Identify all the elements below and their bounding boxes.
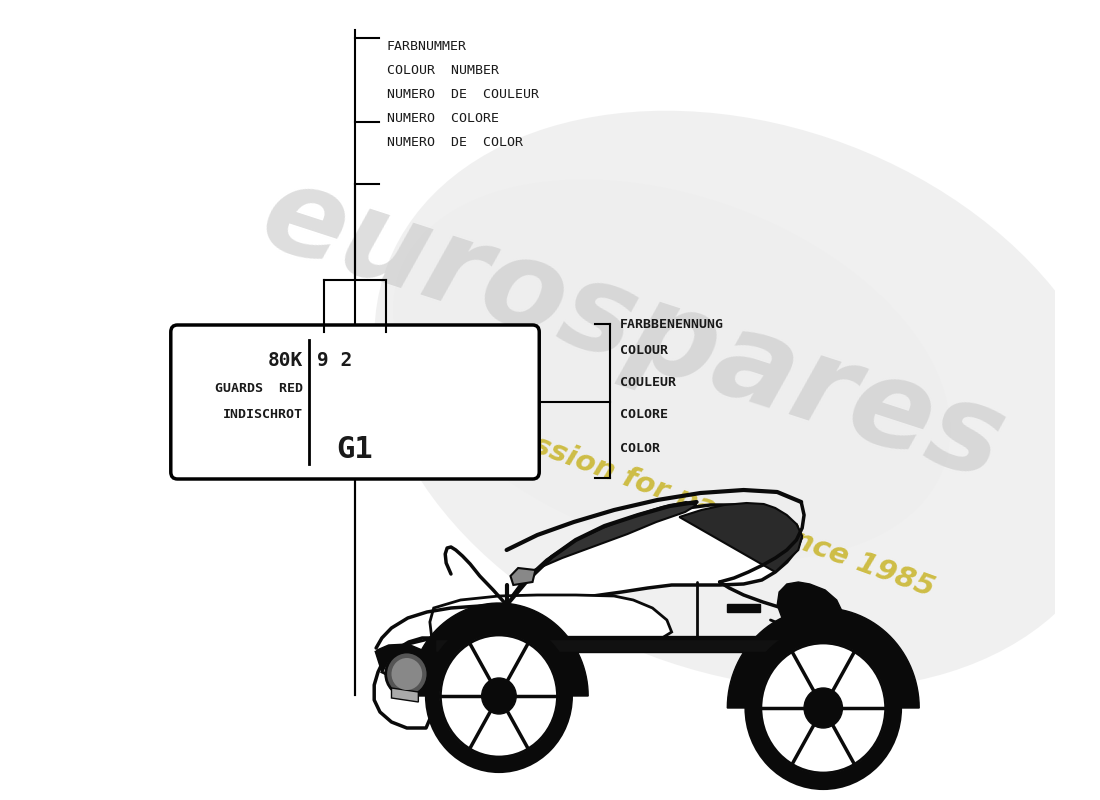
Polygon shape xyxy=(382,660,410,684)
Polygon shape xyxy=(376,644,441,696)
Text: NUMERO  DE  COLOR: NUMERO DE COLOR xyxy=(387,135,522,149)
Polygon shape xyxy=(823,638,898,728)
Text: COLOUR  NUMBER: COLOUR NUMBER xyxy=(387,63,498,77)
Polygon shape xyxy=(409,603,588,696)
Text: G1: G1 xyxy=(337,435,373,465)
Circle shape xyxy=(440,635,558,757)
Text: FARBNUMMER: FARBNUMMER xyxy=(387,39,466,53)
Text: 80K: 80K xyxy=(268,350,304,370)
Polygon shape xyxy=(507,502,696,605)
Polygon shape xyxy=(433,590,827,696)
Text: 9 2: 9 2 xyxy=(317,350,352,370)
Text: NUMERO  COLORE: NUMERO COLORE xyxy=(387,111,498,125)
Circle shape xyxy=(804,688,843,728)
Circle shape xyxy=(482,678,516,714)
Polygon shape xyxy=(680,503,802,572)
Ellipse shape xyxy=(374,110,1100,690)
Polygon shape xyxy=(727,604,760,612)
FancyBboxPatch shape xyxy=(170,325,539,479)
Ellipse shape xyxy=(393,179,950,561)
Circle shape xyxy=(392,658,422,690)
Text: INDISCHROT: INDISCHROT xyxy=(223,407,304,421)
Text: a passion for parts since 1985: a passion for parts since 1985 xyxy=(463,407,938,603)
Text: GUARDS  RED: GUARDS RED xyxy=(216,382,304,394)
Polygon shape xyxy=(796,590,833,638)
Polygon shape xyxy=(430,595,672,638)
Polygon shape xyxy=(510,568,536,585)
Circle shape xyxy=(761,643,886,773)
Text: COLOUR: COLOUR xyxy=(619,343,668,357)
Polygon shape xyxy=(727,608,920,708)
Text: COLORE: COLORE xyxy=(619,409,668,422)
Circle shape xyxy=(427,621,571,771)
Polygon shape xyxy=(506,505,801,605)
Polygon shape xyxy=(778,582,843,638)
Polygon shape xyxy=(392,688,418,702)
Text: eurospares: eurospares xyxy=(248,155,1019,505)
Circle shape xyxy=(747,628,900,788)
Polygon shape xyxy=(810,700,843,732)
Text: FARBBENENNUNG: FARBBENENNUNG xyxy=(619,318,724,330)
Text: COLOR: COLOR xyxy=(619,442,660,454)
Text: COULEUR: COULEUR xyxy=(619,375,675,389)
Polygon shape xyxy=(376,638,433,696)
Circle shape xyxy=(386,652,428,696)
Text: NUMERO  DE  COULEUR: NUMERO DE COULEUR xyxy=(387,87,539,101)
Polygon shape xyxy=(433,638,806,652)
